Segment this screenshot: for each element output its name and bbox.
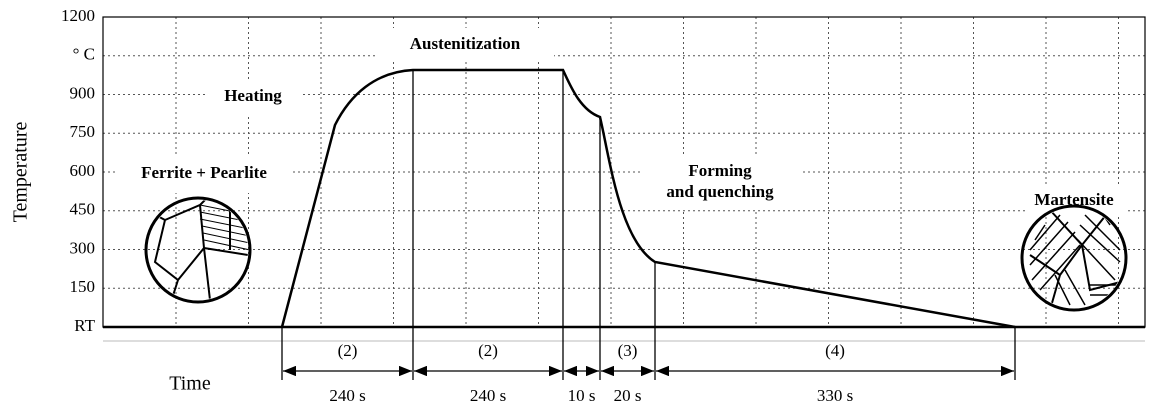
stage-label: (4) (825, 341, 845, 360)
stage-duration: 20 s (614, 386, 642, 405)
stage-duration: 330 s (817, 386, 853, 405)
y-axis-title: Temperature (10, 121, 32, 222)
y-tick-label: RT (74, 316, 95, 335)
stage-duration: 240 s (329, 386, 365, 405)
y-tick-label: ° C (73, 45, 95, 64)
forming-label: Forming (688, 161, 752, 180)
y-tick-label: 300 (70, 238, 96, 257)
phase-label: Ferrite + Pearlite (141, 163, 267, 182)
y-tick-label: 600 (70, 161, 96, 180)
stage-dividers (282, 70, 1015, 380)
y-tick-label: 900 (70, 83, 96, 102)
stage-label: (3) (618, 341, 638, 360)
forming-label: and quenching (666, 182, 774, 201)
austenitization-label: Austenitization (410, 34, 521, 53)
stage-label: (2) (478, 341, 498, 360)
y-tick-label: 450 (70, 200, 96, 219)
heating-label: Heating (224, 86, 282, 105)
y-tick-label: 150 (70, 277, 96, 296)
diagram: Heating Austenitization Ferrite + Pearli… (0, 0, 1157, 409)
y-tick-label: 750 (70, 122, 96, 141)
stage-label: (2) (338, 341, 358, 360)
y-tick-label: 1200 (61, 6, 95, 25)
martensite-icon (1022, 206, 1128, 310)
x-axis-title: Time (169, 373, 211, 395)
stage-duration: 240 s (470, 386, 506, 405)
stage-duration: 10 s (568, 386, 596, 405)
